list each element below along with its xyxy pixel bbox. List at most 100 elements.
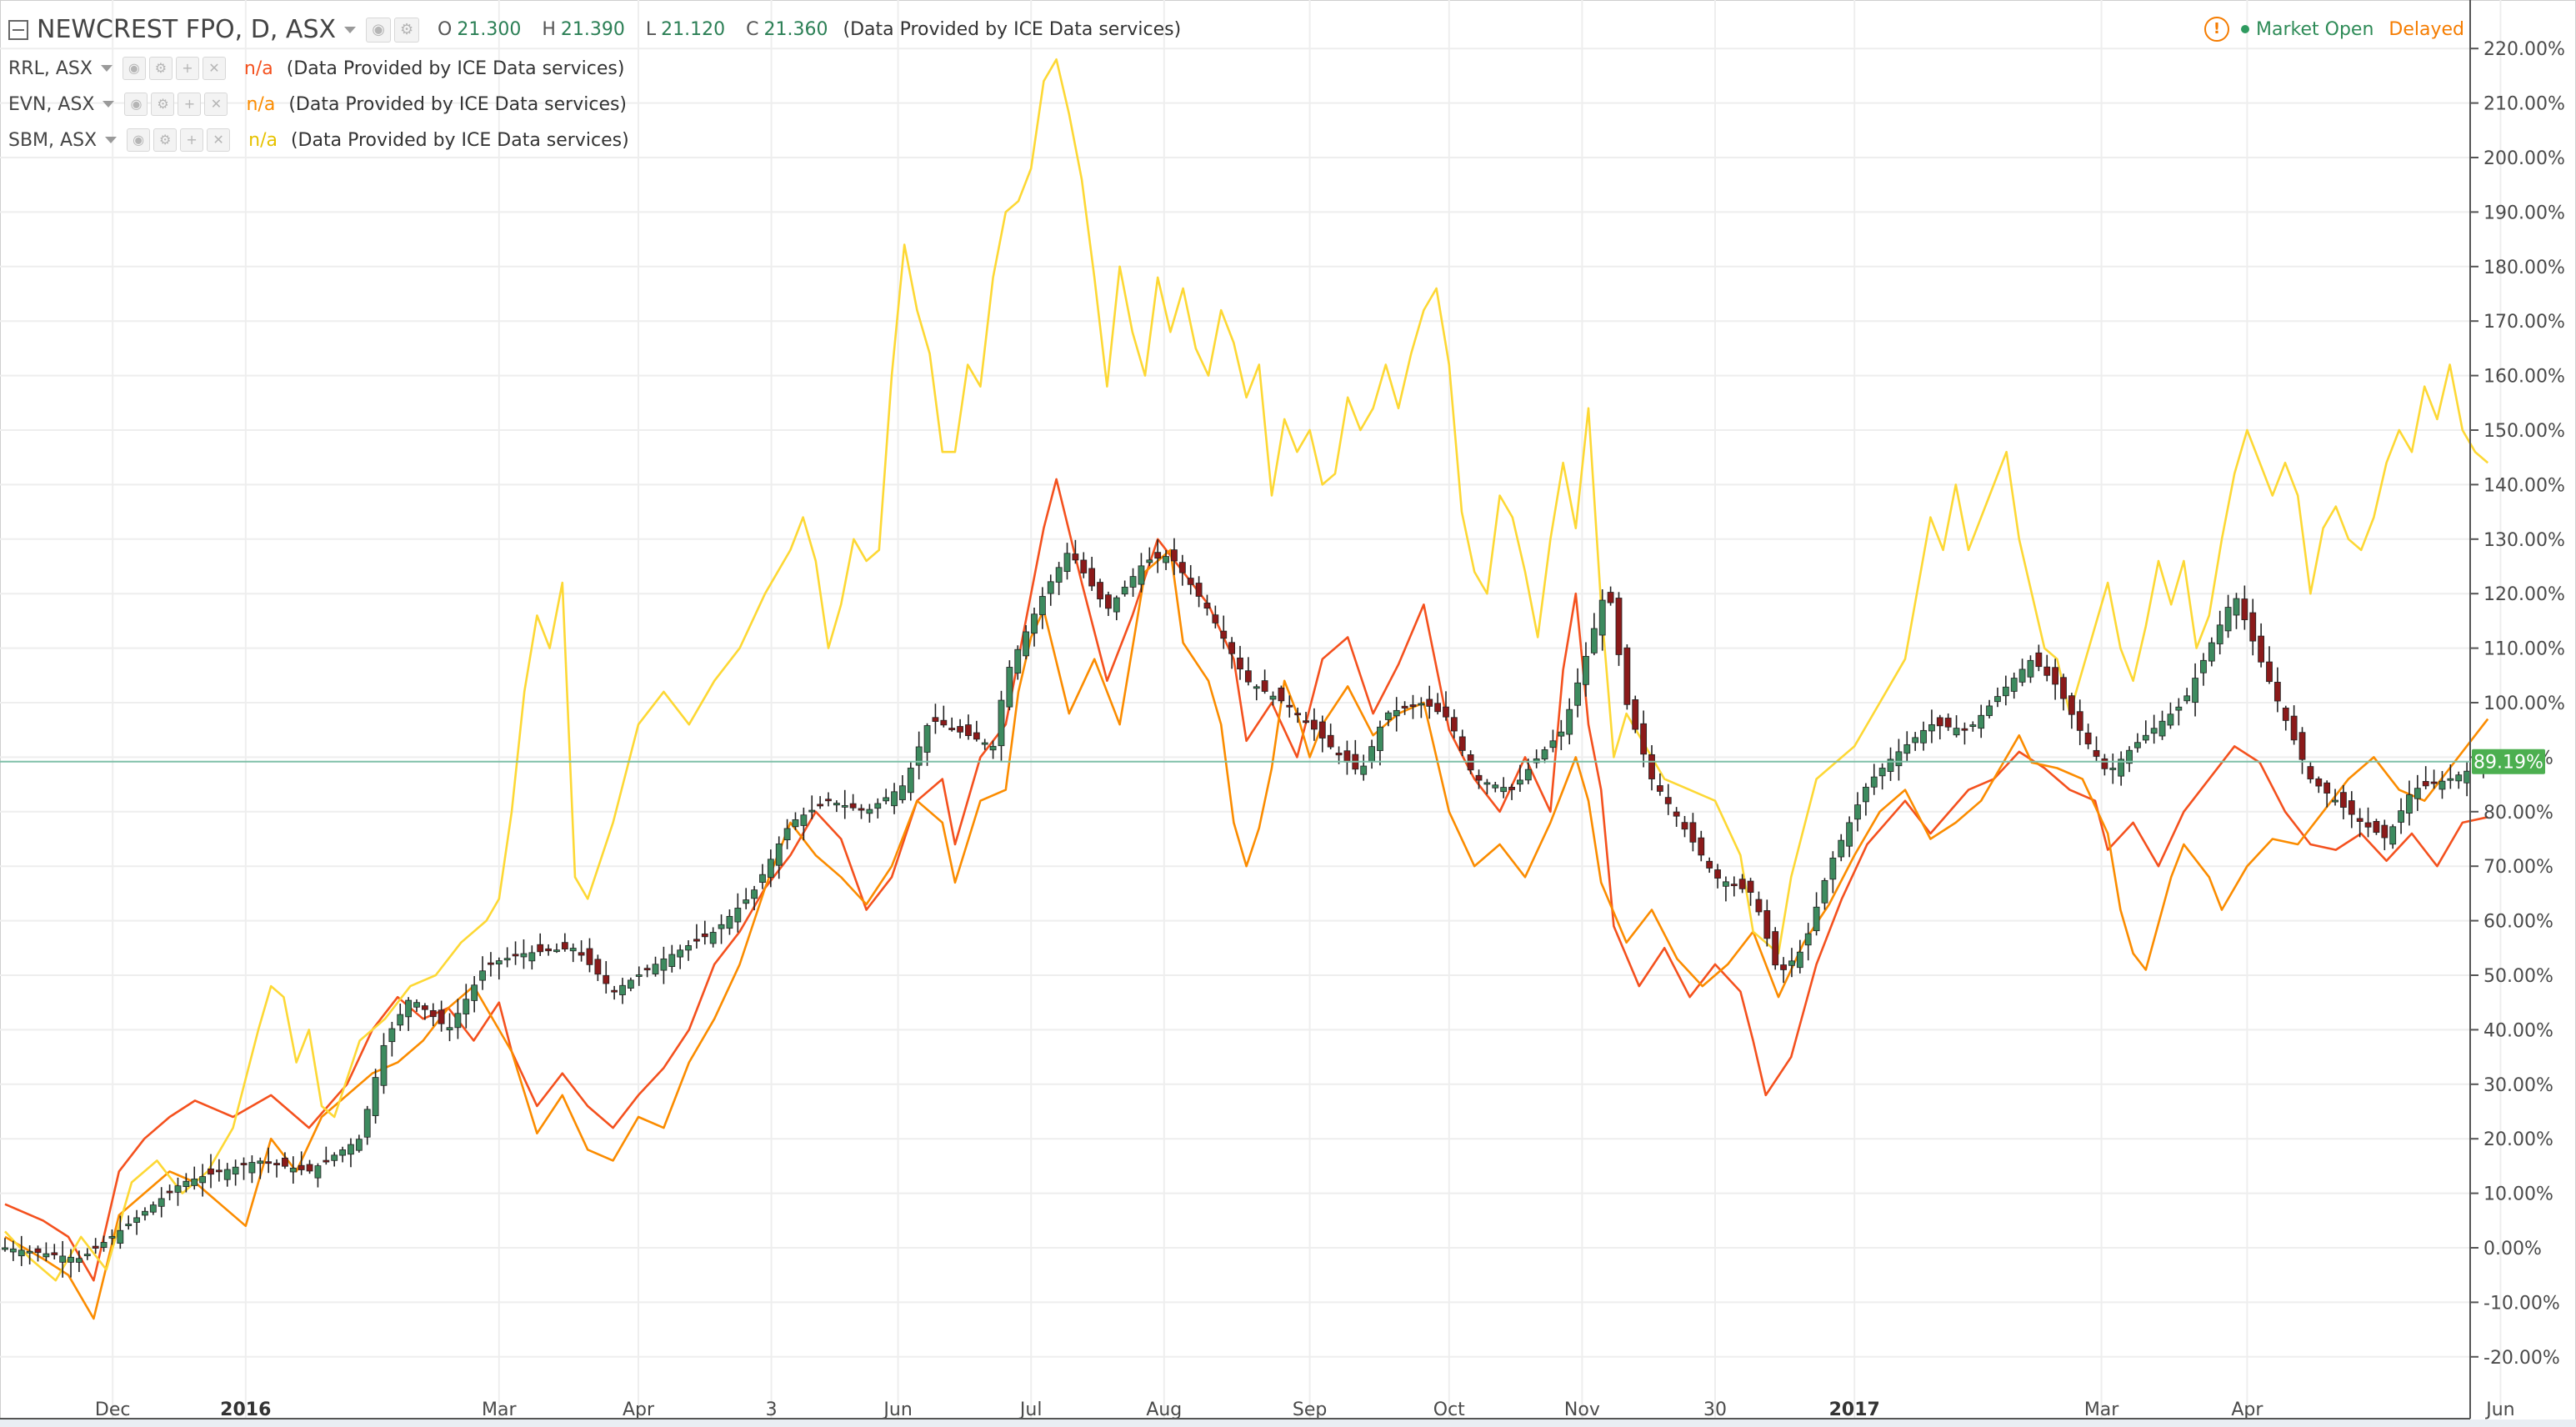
series-controls: ◉ ⚙ + ✕ <box>124 93 228 116</box>
plus-icon[interactable]: + <box>178 93 202 116</box>
comparison-symbol[interactable]: RRL, ASX <box>8 58 93 79</box>
candle-body <box>2315 778 2323 787</box>
candle-body <box>1097 582 1103 600</box>
candle-body <box>2076 711 2083 731</box>
main-symbol[interactable]: NEWCREST FPO, D, ASX <box>37 15 337 44</box>
candle-body <box>1450 717 1458 732</box>
warning-icon[interactable]: ! <box>2204 17 2230 42</box>
candle-body <box>1862 786 1869 803</box>
chevron-down-icon[interactable] <box>100 65 113 72</box>
close-icon[interactable]: ✕ <box>207 128 231 152</box>
candle-body <box>1458 736 1466 751</box>
candle-body <box>1228 642 1236 654</box>
chevron-down-icon[interactable] <box>103 101 115 108</box>
high-label: H <box>542 19 556 40</box>
chevron-down-icon[interactable] <box>344 26 357 33</box>
candle-body <box>1318 721 1326 739</box>
candle-body <box>2068 695 2075 715</box>
candle-body <box>2 1247 8 1250</box>
candle-body <box>1821 879 1828 904</box>
eye-icon[interactable]: ◉ <box>366 17 392 43</box>
candle-body <box>1961 728 1968 731</box>
x-tick-label: Oct <box>1433 1399 1465 1420</box>
candle-body <box>923 725 931 753</box>
candle-body <box>751 889 758 899</box>
chevron-down-icon[interactable] <box>105 137 118 143</box>
eye-icon[interactable]: ◉ <box>127 128 151 152</box>
gear-icon[interactable]: ⚙ <box>153 128 178 152</box>
candle-body <box>223 1169 231 1180</box>
comparison-symbol[interactable]: SBM, ASX <box>8 129 98 151</box>
candle-body <box>1031 613 1038 634</box>
candle-body <box>1706 860 1713 869</box>
candle-body <box>743 899 750 904</box>
plus-icon[interactable]: + <box>180 128 204 152</box>
comparison-symbol[interactable]: EVN, ASX <box>8 93 95 115</box>
close-icon[interactable]: ✕ <box>204 93 228 116</box>
comparison-legend-rrl: RRL, ASX ◉ ⚙ + ✕ n/a (Data Provided by I… <box>8 57 624 80</box>
candle-body <box>1195 583 1203 597</box>
x-tick-label: Nov <box>1564 1399 1600 1420</box>
collapse-legend-icon[interactable] <box>8 19 28 40</box>
candlestick-series <box>2 538 2487 1278</box>
candle-body <box>1368 746 1375 762</box>
candle-body <box>2455 774 2463 782</box>
comparison-legend-sbm: SBM, ASX ◉ ⚙ + ✕ n/a (Data Provided by I… <box>8 128 629 152</box>
candle-body <box>1377 726 1383 751</box>
candle-body <box>1673 811 1680 817</box>
candle-body <box>26 1250 33 1254</box>
candle-body <box>2224 607 2232 632</box>
candle-body <box>2332 799 2338 803</box>
gear-icon[interactable]: ⚙ <box>394 17 420 43</box>
candle-body <box>1574 682 1581 706</box>
data-provider: (Data Provided by ICE Data services) <box>290 129 629 151</box>
candle-body <box>1698 837 1705 856</box>
market-open-dot-icon <box>2241 25 2250 33</box>
gear-icon[interactable]: ⚙ <box>148 57 173 80</box>
candle-body <box>388 1028 396 1043</box>
eye-icon[interactable]: ◉ <box>124 93 148 116</box>
candle-body <box>800 814 808 826</box>
gear-icon[interactable]: ⚙ <box>151 93 175 116</box>
candle-body <box>2258 635 2265 663</box>
candle-body <box>643 968 651 971</box>
candle-body <box>2447 778 2454 781</box>
candle-body <box>1303 720 1309 724</box>
candle-body <box>1343 750 1351 763</box>
candle-body <box>2241 598 2248 620</box>
candle-body <box>2389 826 2397 845</box>
candle-body <box>1986 705 1993 716</box>
y-tick-label: 110.00% <box>2483 639 2565 660</box>
candle-body <box>1006 667 1013 708</box>
candle-body <box>1607 592 1614 603</box>
delayed-label[interactable]: Delayed <box>2388 18 2464 40</box>
candle-body <box>619 984 626 995</box>
close-icon[interactable]: ✕ <box>202 57 226 80</box>
comparison-value: n/a <box>248 129 278 151</box>
candle-body <box>1549 740 1557 749</box>
candle-body <box>1936 717 1943 727</box>
candle-body <box>2035 652 2043 668</box>
candle-body <box>1426 698 1433 707</box>
high-value: 21.390 <box>560 19 625 40</box>
candle-body <box>528 952 536 962</box>
plus-icon[interactable]: + <box>175 57 199 80</box>
y-tick-label: 50.00% <box>2483 966 2553 987</box>
candle-body <box>1244 670 1252 683</box>
candle-body <box>1813 906 1820 932</box>
candle-body <box>561 942 568 950</box>
candle-body <box>1286 704 1293 708</box>
candle-body <box>1566 708 1573 735</box>
candle-body <box>2438 780 2446 790</box>
candle-body <box>1072 553 1079 561</box>
candle-body <box>2027 659 2034 678</box>
candle-body <box>2101 758 2108 769</box>
candle-body <box>183 1180 190 1188</box>
candle-body <box>273 1163 280 1165</box>
eye-icon[interactable]: ◉ <box>122 57 146 80</box>
candle-body <box>2208 642 2215 662</box>
close-label: C <box>746 19 759 40</box>
candle-body <box>817 804 824 807</box>
